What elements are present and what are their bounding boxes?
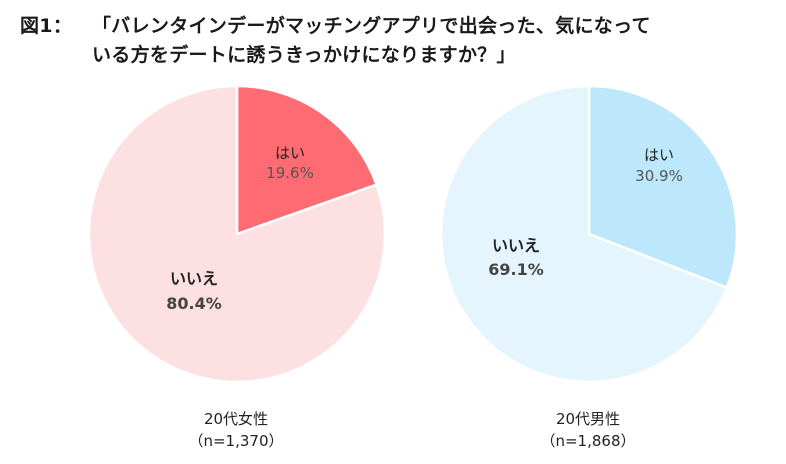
figure-number: 図1：: [20, 15, 73, 37]
male-hai-label: はい: [644, 146, 674, 164]
chart-title: 図1： 「バレンタインデーがマッチングアプリで出会った、気になって いる方をデー…: [20, 12, 651, 70]
female-hai-value-label: 19.6%: [266, 164, 314, 182]
title-line-2: いる方をデートに誘うきっかけになりますか？」: [92, 44, 516, 66]
male-pie-caption: 20代男性 （n=1,868）: [488, 408, 688, 452]
male-pie-slice-iie: [439, 84, 729, 384]
female-pie-slice-iie: [87, 84, 387, 384]
title-line-1: 「バレンタインデーがマッチングアプリで出会った、気になって: [92, 15, 651, 37]
female-hai-label: はい: [275, 144, 305, 162]
female-iie-value-label: 80.4%: [166, 294, 222, 313]
male-iie-label: いいえ: [492, 236, 540, 255]
male-hai-value-label: 30.9%: [635, 167, 683, 185]
female-iie-label: いいえ: [170, 269, 218, 288]
female-sample-size: （n=1,370）: [188, 432, 284, 450]
male-sample-size: （n=1,868）: [540, 432, 636, 450]
male-group-label: 20代男性: [555, 410, 621, 428]
female-pie-caption: 20代女性 （n=1,370）: [136, 408, 336, 452]
male-iie-value-label: 69.1%: [488, 260, 544, 279]
male-pie-slice-hai: [587, 84, 739, 289]
female-group-label: 20代女性: [203, 410, 269, 428]
